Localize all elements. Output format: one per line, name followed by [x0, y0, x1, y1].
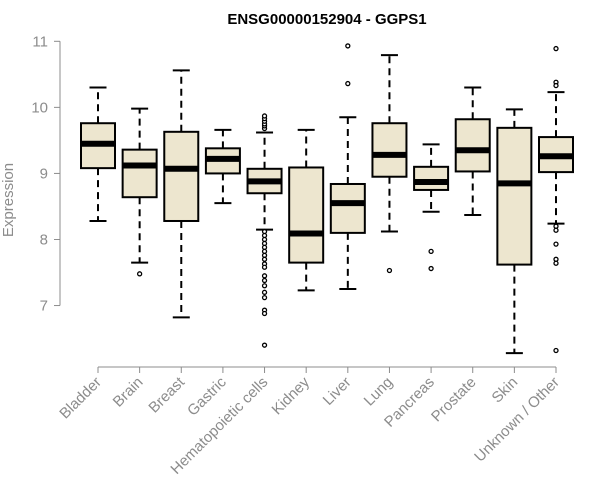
outlier-point	[261, 256, 268, 262]
outlier-point	[136, 271, 143, 277]
box-kidney	[288, 128, 325, 292]
outlier-point	[553, 45, 559, 52]
x-tick-label: Prostate	[428, 374, 480, 426]
y-tick-label: 7	[40, 298, 48, 315]
x-tick-label: Liver	[320, 374, 355, 409]
outlier-point	[261, 342, 268, 348]
outlier-point	[345, 80, 351, 87]
outlier-point	[261, 289, 268, 295]
box-breast	[163, 69, 200, 319]
outlier-point	[428, 248, 434, 255]
outlier-point	[261, 294, 268, 301]
iqr-box	[121, 148, 158, 199]
outlier-point	[386, 267, 393, 274]
iqr-box	[371, 122, 408, 178]
x-tick-label: Bladder	[56, 374, 105, 423]
box-pancreas	[413, 143, 450, 272]
outlier-point	[261, 310, 268, 317]
outlier-point	[553, 241, 559, 247]
x-tick-label: Lung	[361, 374, 397, 410]
y-axis-label: Expression	[0, 163, 17, 237]
box-brain	[121, 107, 158, 277]
outlier-point	[428, 265, 434, 272]
box-unknown-other	[538, 45, 574, 354]
x-tick-label: Kidney	[269, 373, 314, 418]
iqr-box	[163, 130, 200, 222]
outlier-point	[553, 227, 559, 233]
y-tick-label: 9	[40, 165, 48, 182]
box-bladder	[80, 86, 116, 222]
y-axis: 7 8 9 10 11	[31, 33, 61, 315]
y-tick-label: 10	[31, 99, 48, 116]
iqr-box	[329, 182, 366, 234]
box-prostate	[454, 86, 491, 217]
outlier-point	[553, 347, 559, 354]
iqr-box	[288, 166, 325, 264]
box-hematopoietic-cells	[246, 113, 283, 348]
box-gastric	[204, 128, 241, 205]
box-plots	[80, 43, 574, 355]
iqr-box	[413, 165, 450, 191]
x-tick-label: Brain	[110, 374, 147, 411]
y-tick-label: 8	[40, 231, 48, 248]
x-tick-label: Skin	[489, 374, 522, 407]
outlier-point	[261, 264, 268, 270]
box-liver	[329, 43, 366, 291]
outlier-point	[261, 277, 268, 284]
outlier-point	[345, 43, 351, 49]
x-tick-label: Breast	[145, 373, 188, 416]
box-skin	[496, 108, 533, 355]
outlier-point	[261, 283, 268, 289]
outlier-point	[261, 273, 268, 279]
outlier-point	[261, 113, 268, 119]
chart-title: ENSG00000152904 - GGPS1	[227, 11, 426, 28]
y-tick-label: 11	[32, 33, 48, 50]
iqr-box	[496, 126, 533, 266]
outlier-point	[553, 260, 559, 266]
iqr-box	[454, 118, 491, 173]
outlier-point	[553, 82, 559, 89]
box-lung	[371, 54, 408, 274]
